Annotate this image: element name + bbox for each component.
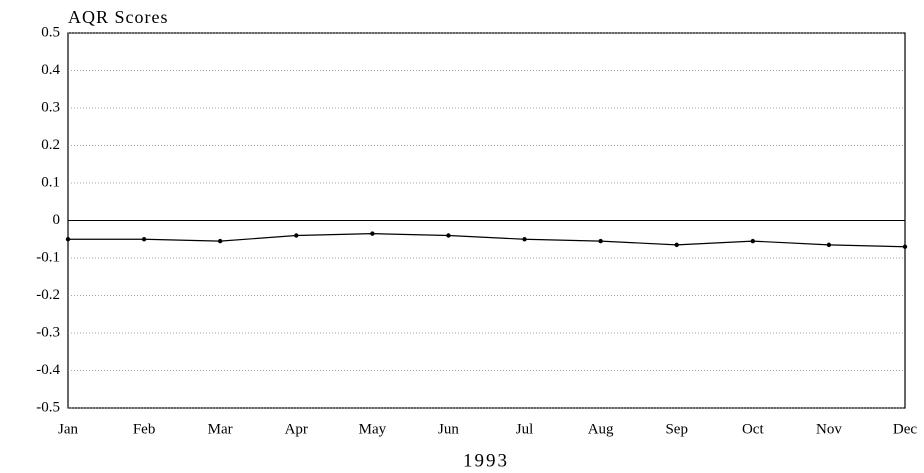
y-tick-label: 0.5 <box>41 24 60 40</box>
data-line <box>68 233 906 248</box>
x-tick-label: Apr <box>285 421 308 437</box>
data-point <box>598 238 603 244</box>
x-tick-label: Aug <box>588 421 614 437</box>
x-tick-label: Dec <box>893 421 917 437</box>
y-tick-label: 0.3 <box>41 99 60 115</box>
x-tick-label: Jul <box>516 421 534 437</box>
y-tick-label: -0.5 <box>36 399 60 415</box>
data-point <box>826 242 832 248</box>
x-tick-label: Jun <box>438 421 459 437</box>
x-tick-label: Nov <box>816 421 842 437</box>
data-point <box>141 237 147 242</box>
x-tick-label: Oct <box>742 421 764 437</box>
chart-title: AQR Scores <box>68 7 169 27</box>
x-tick-label: May <box>359 421 387 437</box>
y-tick-label: -0.2 <box>36 287 60 303</box>
x-tick-label: Jan <box>58 421 78 437</box>
x-tick-label: Sep <box>665 421 688 437</box>
y-tick-label: 0.4 <box>41 62 60 78</box>
data-point <box>294 233 299 238</box>
y-tick-label: 0.1 <box>41 174 60 190</box>
data-point <box>217 238 223 244</box>
data-point <box>750 238 756 244</box>
x-axis-label: 1993 <box>463 450 509 471</box>
data-point <box>65 237 71 242</box>
data-point <box>446 233 451 238</box>
y-tick-label: 0.2 <box>41 137 60 153</box>
data-point <box>522 237 527 242</box>
y-tick-label: -0.3 <box>36 324 60 340</box>
data-point <box>674 242 679 248</box>
data-point <box>902 244 908 249</box>
data-point <box>370 231 375 236</box>
x-tick-label: Mar <box>208 421 233 437</box>
y-tick-label: 0 <box>53 212 61 228</box>
y-tick-label: -0.1 <box>36 249 60 265</box>
y-tick-label: -0.4 <box>36 362 60 378</box>
x-tick-label: Feb <box>133 421 156 437</box>
